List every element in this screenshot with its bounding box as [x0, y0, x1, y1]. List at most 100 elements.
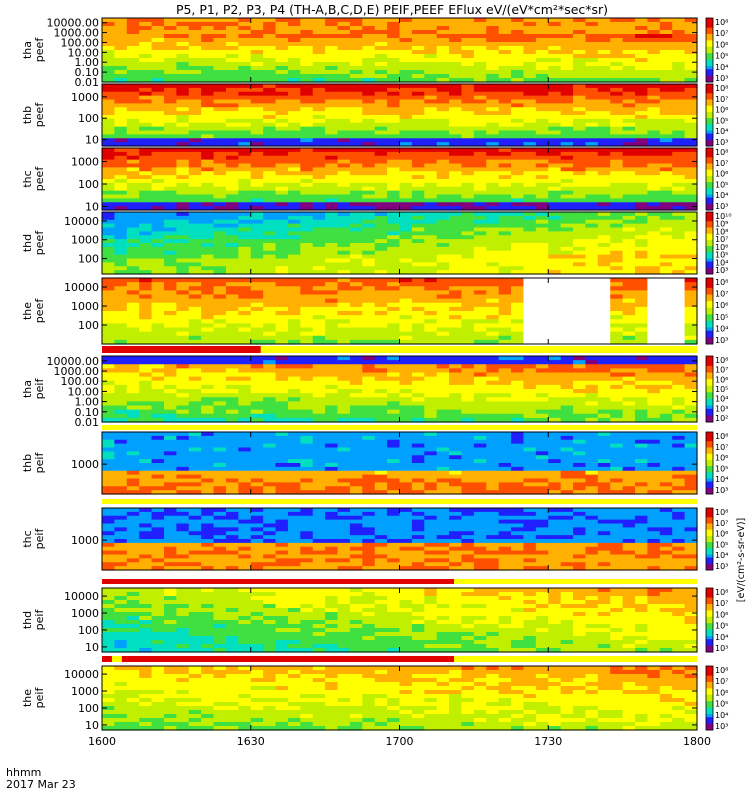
heatmap-cell — [275, 62, 289, 67]
heatmap-cell — [535, 384, 549, 390]
heatmap-cell — [188, 270, 202, 275]
heatmap-cell — [151, 239, 165, 244]
heatmap-cell — [411, 78, 425, 83]
heatmap-cell — [498, 171, 512, 176]
heatmap-cell — [535, 194, 549, 199]
heatmap-cell — [287, 302, 301, 308]
heatmap-cell — [362, 115, 376, 120]
heatmap-cell — [672, 66, 686, 71]
heatmap-cell — [461, 42, 475, 47]
heatmap-cell — [647, 138, 661, 143]
heatmap-cell — [647, 130, 661, 135]
heatmap-cell — [523, 335, 537, 341]
heatmap-cell — [511, 319, 525, 324]
heatmap-cell — [213, 239, 227, 244]
heatmap-cell — [250, 159, 264, 165]
heatmap-cell — [387, 286, 401, 291]
heatmap-cell — [573, 364, 587, 369]
heatmap-cell — [102, 215, 115, 221]
heatmap-cell — [287, 219, 301, 225]
heatmap-cell — [486, 319, 500, 324]
heatmap-cell — [436, 26, 450, 31]
heatmap-cell — [672, 401, 686, 407]
heatmap-cell — [201, 282, 215, 287]
heatmap-cell — [473, 212, 487, 217]
heatmap-cell — [659, 258, 673, 263]
heatmap-cell — [213, 155, 227, 161]
heatmap-cell — [424, 294, 438, 300]
heatmap-cell — [163, 138, 177, 143]
heatmap-cell — [126, 401, 140, 407]
heatmap-cell — [349, 278, 363, 283]
heatmap-cell — [300, 286, 314, 291]
heatmap-cell — [362, 286, 376, 291]
heatmap-cell — [151, 286, 165, 291]
heatmap-cell — [622, 298, 636, 304]
heatmap-cell — [275, 282, 289, 287]
heatmap-cell — [139, 62, 153, 67]
heatmap-cell — [275, 306, 289, 312]
heatmap-cell — [126, 478, 140, 483]
heatmap-cell — [349, 50, 363, 55]
heatmap-cell — [610, 282, 624, 287]
heatmap-cell — [573, 190, 587, 196]
heatmap-cell — [597, 163, 611, 168]
heatmap-cell — [163, 327, 177, 333]
heatmap-cell — [449, 186, 463, 192]
heatmap-cell — [486, 384, 500, 390]
heatmap-cell — [511, 364, 525, 369]
heatmap-cell — [622, 335, 636, 341]
heatmap-cell — [647, 155, 661, 161]
heatmap-cell — [610, 380, 624, 386]
heatmap-cell — [635, 356, 649, 361]
heatmap-cell — [188, 327, 202, 333]
heatmap-cell — [337, 18, 351, 23]
heatmap-cell — [548, 270, 562, 275]
heatmap-cell — [213, 95, 227, 101]
heatmap-cell — [560, 95, 574, 101]
heatmap-cell — [362, 91, 376, 97]
heatmap-cell — [473, 22, 487, 27]
heatmap-cell — [238, 319, 252, 324]
heatmap-cell — [498, 409, 512, 415]
heatmap-cell — [473, 339, 487, 345]
heatmap-cell — [225, 115, 239, 120]
heatmap-cell — [102, 376, 115, 382]
heatmap-cell — [263, 74, 277, 79]
heatmap-cell — [610, 384, 624, 390]
heatmap-cell — [486, 202, 500, 207]
heatmap-cell — [238, 282, 252, 287]
heatmap-cell — [325, 243, 339, 248]
heatmap-cell — [275, 409, 289, 415]
heatmap-cell — [163, 335, 177, 341]
y-tick-label: 10 — [85, 134, 99, 147]
heatmap-cell — [102, 286, 115, 291]
heatmap-cell — [139, 122, 153, 128]
heatmap-cell — [436, 393, 450, 398]
heatmap-cell — [411, 215, 425, 221]
heatmap-cell — [250, 223, 264, 229]
heatmap-cell — [349, 190, 363, 196]
heatmap-cell — [362, 302, 376, 308]
heatmap-cell — [585, 413, 599, 419]
heatmap-cell — [374, 99, 388, 104]
heatmap-cell — [213, 118, 227, 124]
heatmap-cell — [436, 142, 450, 147]
heatmap-cell — [622, 311, 636, 316]
colorbar-cell — [706, 372, 713, 377]
heatmap-cell — [188, 103, 202, 108]
heatmap-cell — [573, 66, 587, 71]
heatmap-cell — [102, 122, 115, 128]
heatmap-cell — [535, 118, 549, 124]
heatmap-cell — [399, 99, 413, 104]
heatmap-cell — [188, 42, 202, 47]
heatmap-cell — [201, 78, 215, 83]
heatmap-cell — [486, 364, 500, 369]
heatmap-cell — [300, 111, 314, 116]
heatmap-cell — [362, 50, 376, 55]
heatmap-cell — [622, 294, 636, 300]
colorbar-cell — [706, 75, 713, 80]
heatmap-cell — [597, 405, 611, 411]
heatmap-cell — [312, 107, 326, 112]
heatmap-cell — [163, 356, 177, 361]
